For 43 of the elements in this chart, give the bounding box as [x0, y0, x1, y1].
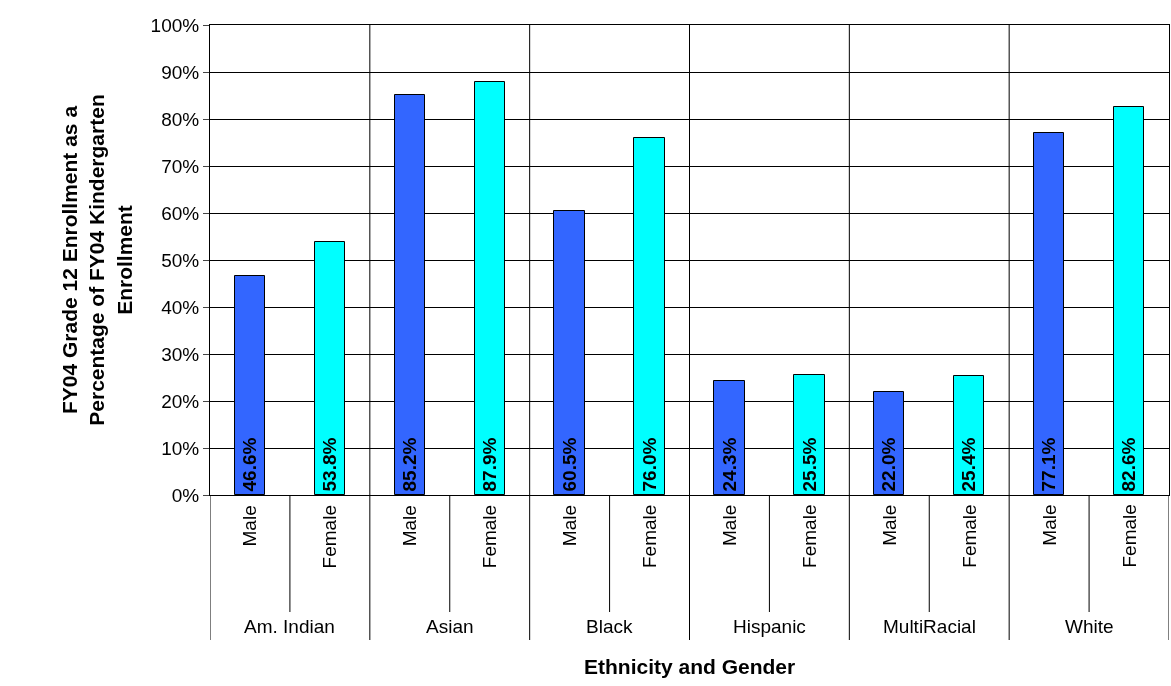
text: Female	[1118, 504, 1140, 568]
data-label: 24.3%	[718, 437, 740, 492]
x-axis-title: Ethnicity and Gender	[584, 655, 796, 678]
text: Female	[958, 504, 980, 568]
x-tick-label: Black	[586, 616, 633, 637]
y-tick-label: 10%	[161, 437, 200, 459]
x-tick-label: Asian	[426, 616, 474, 637]
y-tick-label: 40%	[161, 296, 200, 318]
data-label: 22.0%	[878, 437, 899, 492]
y-axis-title: FY04 Grade 12 Enrollment as a Percentage of FY04 Kindergarten Enrollment	[58, 94, 136, 426]
y-tick-label: 60%	[161, 202, 200, 224]
y-tick-label: 70%	[161, 155, 200, 177]
y-tick-label: 0%	[171, 484, 200, 506]
text: Male	[559, 504, 581, 547]
data-label: 25.4%	[958, 437, 979, 492]
x-tick-label: Hispanic	[733, 616, 806, 637]
data-label: 82.6%	[1118, 437, 1139, 492]
x-tick-label: White	[1065, 616, 1114, 637]
text: Male	[878, 504, 900, 546]
data-label: 87.9%	[479, 437, 500, 492]
data-label: 76.0%	[638, 437, 660, 492]
text: Male	[1038, 504, 1060, 546]
x-tick-label: MultiRacial	[883, 616, 976, 637]
text: Female	[479, 504, 501, 569]
text: Female	[319, 505, 341, 569]
data-label: 85.2%	[399, 437, 420, 492]
text: Female	[798, 504, 820, 568]
text: Male	[399, 505, 421, 547]
data-label: 60.5%	[558, 437, 580, 492]
text: Male	[718, 504, 740, 546]
text: Female	[639, 504, 661, 569]
y-tick-label: 100%	[150, 14, 200, 36]
y-tick-label: 80%	[161, 108, 200, 130]
y-tick-label: 90%	[161, 61, 200, 83]
x-tick-label: Am. Indian	[244, 616, 335, 637]
data-label: 53.8%	[319, 437, 340, 492]
y-tick-label: 30%	[161, 343, 200, 365]
y-tick-label: 50%	[161, 249, 200, 271]
data-label: 25.5%	[798, 437, 820, 492]
y-tick-label: 20%	[161, 390, 200, 412]
text: Male	[239, 505, 261, 547]
data-label: 77.1%	[1038, 437, 1059, 492]
data-label: 46.6%	[239, 437, 260, 492]
